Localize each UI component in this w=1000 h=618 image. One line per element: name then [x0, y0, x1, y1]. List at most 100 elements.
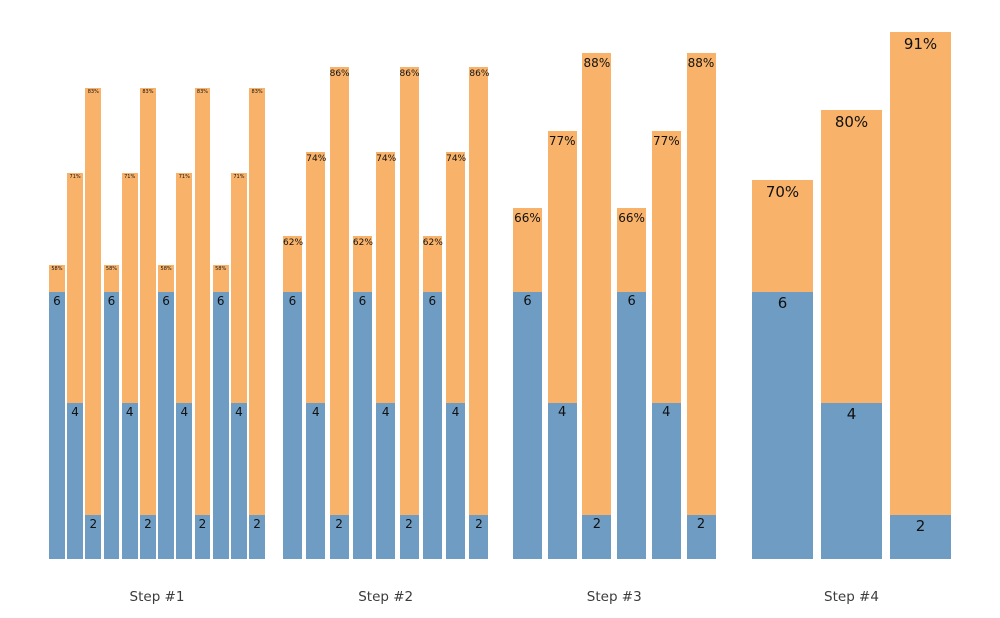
stacked-bar: 74% 4 [446, 151, 466, 559]
bar-value-label: 6 [162, 293, 170, 308]
bar-value-label: 4 [125, 405, 134, 420]
bar-value-label: 6 [358, 293, 367, 308]
bar-value-label: 2 [335, 516, 343, 531]
stacked-bar: 88% 2 [686, 53, 716, 559]
bar-value-label: 4 [235, 405, 243, 420]
bar-percent-label: 83% [87, 89, 99, 96]
stacked-bar: 62% 6 [352, 236, 373, 559]
stacked-bar: 74% 4 [306, 151, 327, 559]
stacked-bar: 70% 6 [752, 180, 813, 559]
bar-percent-label: 74% [376, 153, 397, 164]
stacked-bar: 66% 6 [617, 208, 647, 559]
stacked-bar: 62% 6 [283, 236, 303, 559]
bar-value-label: 6 [523, 293, 532, 309]
bar-value-label: 2 [696, 516, 706, 532]
bar-percent-label: 77% [548, 133, 576, 148]
bar-percent-label: 91% [903, 35, 938, 54]
bar-percent-label: 71% [178, 173, 190, 180]
bar-value-label: 6 [288, 293, 297, 308]
bar-percent-label: 83% [251, 89, 263, 96]
bar-value-label: 4 [662, 405, 671, 421]
bar-percent-label: 70% [765, 183, 800, 202]
stacked-bar: 71% 4 [67, 172, 83, 559]
stacked-bar: 58% 6 [103, 264, 120, 559]
bar-percent-label: 66% [618, 211, 645, 226]
bar-blue-segment: 6 [212, 291, 229, 559]
bar-value-label: 6 [627, 293, 636, 309]
stacked-bar: 62% 6 [422, 236, 443, 559]
step-group-label: Step #4 [824, 589, 879, 605]
bar-blue-segment: 6 [617, 291, 647, 559]
stacked-bar: 86% 2 [399, 67, 420, 559]
bar-blue-segment: 2 [329, 514, 349, 559]
bar-percent-label: 86% [329, 69, 350, 80]
stacked-bar: 83% 2 [194, 88, 211, 559]
stacked-bar: 91% 2 [890, 32, 951, 559]
bar-percent-label: 86% [399, 69, 420, 80]
bar-blue-segment: 2 [890, 514, 951, 559]
bar-percent-label: 88% [583, 56, 611, 71]
bar-percent-label: 66% [514, 211, 541, 226]
bar-blue-segment: 6 [103, 291, 120, 559]
bar-blue-segment: 2 [686, 514, 716, 559]
bar-blue-segment: 2 [399, 514, 419, 559]
bar-blue-segment: 6 [283, 291, 302, 559]
stacked-bar: 86% 2 [469, 67, 489, 559]
bar-value-label: 4 [846, 405, 857, 424]
bar-value-label: 4 [381, 405, 390, 420]
step-group-label: Step #1 [129, 589, 185, 605]
stacked-bar: 71% 4 [176, 172, 193, 559]
stacked-bar: 83% 2 [85, 88, 102, 559]
stacked-bar: 71% 4 [231, 172, 247, 559]
bar-percent-label: 83% [142, 89, 154, 96]
bar-percent-label: 71% [233, 173, 245, 180]
bar-blue-segment: 2 [249, 514, 265, 559]
bar-blue-segment: 6 [422, 291, 442, 559]
stacked-bar: 66% 6 [513, 208, 542, 559]
bar-blue-segment: 4 [547, 403, 577, 559]
bar-blue-segment: 4 [446, 403, 466, 559]
bar-percent-label: 62% [422, 238, 443, 249]
stacked-bar: 58% 6 [212, 264, 229, 559]
bar-value-label: 2 [405, 516, 413, 531]
bar-blue-segment: 4 [651, 403, 681, 559]
bar-value-label: 2 [144, 516, 152, 531]
bar-value-label: 2 [89, 516, 98, 531]
bar-percent-label: 80% [834, 112, 869, 131]
bar-percent-label: 62% [352, 238, 373, 249]
stacked-bar: 83% 2 [249, 88, 265, 559]
bar-value-label: 4 [451, 405, 460, 420]
stacked-bar: 86% 2 [329, 67, 350, 559]
bar-blue-segment: 2 [140, 514, 156, 559]
bar-blue-segment: 2 [582, 514, 612, 559]
bar-value-label: 4 [180, 405, 189, 420]
bar-value-label: 6 [53, 293, 61, 308]
stacked-bar: 83% 2 [140, 88, 156, 559]
bar-value-label: 6 [428, 293, 437, 308]
bar-blue-segment: 2 [85, 514, 102, 559]
bar-value-label: 4 [71, 405, 79, 420]
step-group-label: Step #3 [586, 589, 642, 605]
bar-percent-label: 58% [51, 265, 63, 272]
bar-percent-label: 58% [215, 265, 227, 272]
bar-percent-label: 71% [124, 173, 136, 180]
bar-percent-label: 74% [306, 153, 327, 164]
bar-blue-segment: 4 [121, 403, 138, 559]
stacked-bar: 80% 4 [821, 109, 882, 559]
bar-blue-segment: 4 [376, 403, 396, 559]
stacked-bar: 71% 4 [121, 172, 138, 559]
bar-value-label: 2 [475, 516, 483, 531]
bar-blue-segment: 4 [67, 403, 83, 559]
bar-blue-segment: 2 [194, 514, 211, 559]
bar-value-label: 2 [253, 516, 261, 531]
bar-blue-segment: 4 [231, 403, 247, 559]
bar-percent-label: 77% [652, 133, 680, 148]
bar-value-label: 6 [216, 293, 225, 308]
bar-value-label: 2 [592, 516, 602, 532]
bar-blue-segment: 2 [469, 514, 489, 559]
bar-blue-segment: 6 [49, 291, 65, 559]
bar-blue-segment: 4 [821, 403, 882, 559]
bar-value-label: 4 [311, 405, 320, 420]
stacked-bar: 58% 6 [49, 264, 65, 559]
